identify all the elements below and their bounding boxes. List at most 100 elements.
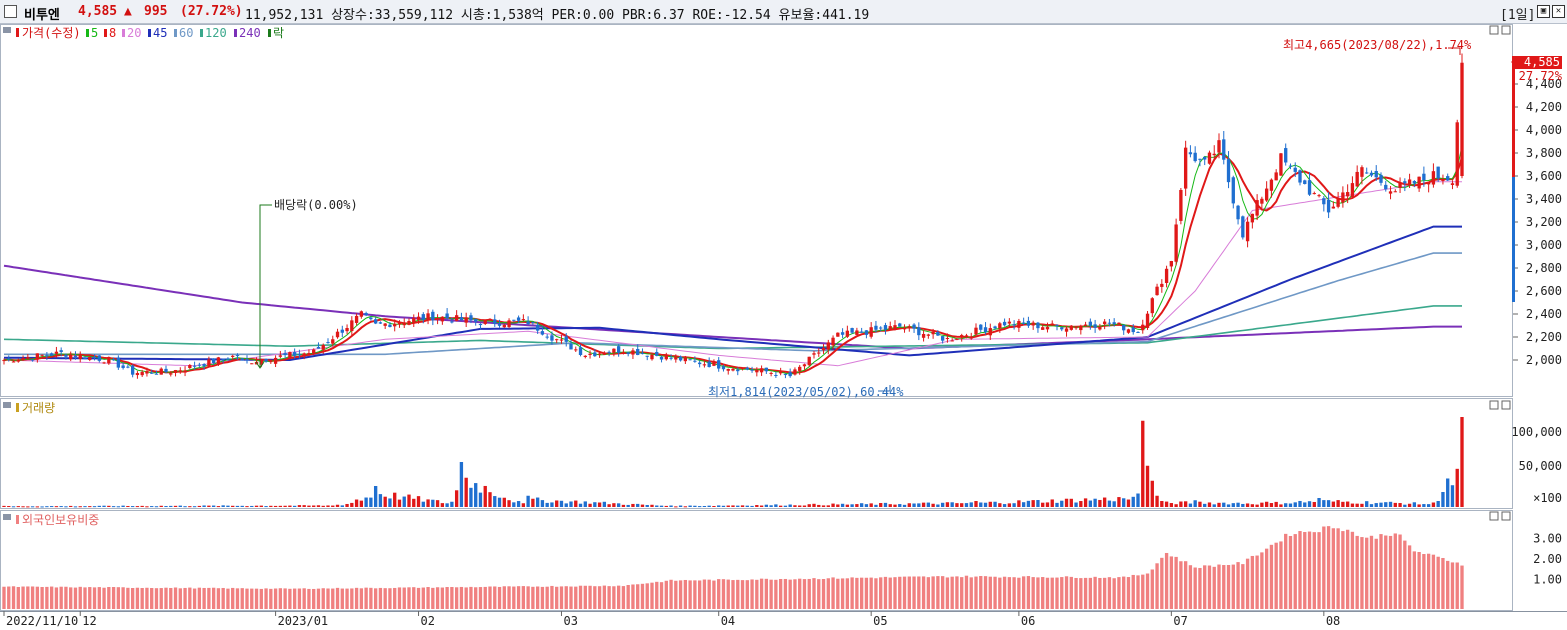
volume-bar bbox=[1374, 503, 1378, 507]
x-tick-label: 03 bbox=[563, 614, 577, 628]
volume-bar bbox=[721, 505, 726, 507]
legend-ma-label: 240 bbox=[239, 26, 261, 40]
candle-body bbox=[11, 361, 16, 363]
foreign-bar bbox=[688, 580, 692, 609]
candle-body bbox=[1060, 327, 1064, 330]
candle-body bbox=[183, 370, 187, 373]
volume-bar bbox=[235, 505, 240, 507]
volume-bar bbox=[1417, 504, 1421, 507]
price-tick-label: 3,200 bbox=[1526, 215, 1562, 229]
volume-bar bbox=[969, 502, 973, 507]
foreign-bar bbox=[593, 586, 597, 609]
restore-icon[interactable]: ▣ bbox=[1537, 5, 1550, 18]
foreign-bar bbox=[1131, 574, 1135, 609]
foreign-bar bbox=[69, 587, 73, 609]
price-tick-label: 2,200 bbox=[1526, 330, 1562, 344]
candle-body bbox=[621, 352, 626, 354]
foreign-bar bbox=[1083, 577, 1088, 609]
candle-body bbox=[459, 317, 464, 321]
foreign-bar bbox=[1012, 577, 1016, 609]
candle-body bbox=[888, 326, 892, 330]
candle-body bbox=[960, 335, 964, 337]
volume-bar bbox=[378, 494, 383, 507]
volume-bar bbox=[359, 500, 364, 507]
x-axis-labels: 2022/11/10 12 2023/01 02 03 04 05 06 07 08 bbox=[3, 611, 1340, 628]
foreign-bar bbox=[836, 578, 840, 609]
candle-body bbox=[864, 330, 869, 335]
foreign-bar bbox=[717, 579, 721, 609]
foreign-bar bbox=[1307, 531, 1312, 609]
volume-bar bbox=[712, 505, 716, 507]
volume-bar bbox=[445, 503, 449, 507]
volume-bar bbox=[1126, 499, 1131, 507]
volume-bar bbox=[1446, 478, 1450, 507]
foreign-bar bbox=[40, 586, 44, 609]
candle-body bbox=[1045, 326, 1050, 330]
candle-body bbox=[26, 357, 30, 359]
volume-bar bbox=[1326, 500, 1331, 507]
volume-bar bbox=[383, 496, 387, 507]
volume-bar bbox=[321, 505, 325, 507]
foreign-bar bbox=[736, 579, 740, 609]
foreign-bar bbox=[1436, 556, 1440, 609]
foreign-bar bbox=[497, 586, 502, 609]
volume-bar bbox=[264, 506, 268, 508]
volume-bar bbox=[674, 506, 678, 508]
volume-bar bbox=[1317, 498, 1321, 507]
candle-body bbox=[974, 327, 978, 335]
volume-bar bbox=[1388, 501, 1393, 507]
candle-body bbox=[840, 332, 845, 335]
legend-ma-label: 45 bbox=[153, 26, 167, 40]
candle-body bbox=[702, 364, 707, 366]
foreign-bar bbox=[1350, 531, 1355, 609]
foreign-bar bbox=[1369, 535, 1374, 609]
candle-body bbox=[1317, 195, 1321, 197]
candle-body bbox=[1012, 324, 1016, 326]
volume-bar bbox=[912, 503, 916, 507]
period-selector[interactable]: [1일] bbox=[1500, 8, 1536, 23]
candle-body bbox=[793, 369, 797, 375]
candle-body bbox=[859, 331, 864, 333]
panel-buttons[interactable] bbox=[3, 25, 1511, 521]
foreign-bar bbox=[1441, 557, 1445, 609]
candle-body bbox=[1021, 322, 1026, 324]
volume-bar bbox=[226, 505, 230, 507]
current-price-tag bbox=[1512, 56, 1562, 69]
close-icon[interactable]: ✕ bbox=[1552, 5, 1565, 18]
candle-body bbox=[1350, 183, 1355, 197]
volume-bar bbox=[231, 505, 235, 507]
candle-body bbox=[1250, 213, 1255, 223]
candle-body bbox=[1341, 192, 1345, 203]
foreign-bar bbox=[1336, 528, 1340, 609]
volume-bar bbox=[869, 503, 873, 507]
volume-bar bbox=[1150, 480, 1154, 507]
candle-body bbox=[783, 374, 788, 376]
volume-bar bbox=[1079, 501, 1083, 507]
foreign-bar bbox=[969, 577, 973, 609]
candle-body bbox=[30, 359, 35, 361]
foreign-bar bbox=[1203, 565, 1207, 609]
candle-body bbox=[1264, 188, 1269, 201]
volume-bar bbox=[11, 506, 16, 508]
volume-bar bbox=[426, 499, 430, 507]
foreign-bar bbox=[1312, 532, 1316, 609]
candle-body bbox=[407, 320, 411, 325]
foreign-bar bbox=[64, 586, 68, 609]
volume-bar bbox=[1198, 501, 1202, 507]
candle-body bbox=[917, 327, 921, 336]
volume-bar bbox=[583, 501, 587, 507]
candle-body bbox=[273, 357, 278, 364]
volume-bar bbox=[1179, 501, 1183, 507]
candle-body bbox=[874, 325, 878, 330]
foreign-bar bbox=[578, 585, 583, 609]
candle-body bbox=[788, 372, 792, 377]
candle-body bbox=[1236, 205, 1240, 220]
foreign-bar bbox=[1331, 528, 1336, 609]
candle-body bbox=[1107, 322, 1112, 324]
foreign-bar bbox=[597, 586, 602, 609]
volume-bar bbox=[535, 497, 540, 507]
volume-bar bbox=[197, 505, 202, 507]
stock-checkbox[interactable] bbox=[4, 5, 17, 18]
foreign-bar bbox=[659, 582, 664, 609]
foreign-bar bbox=[821, 579, 826, 609]
